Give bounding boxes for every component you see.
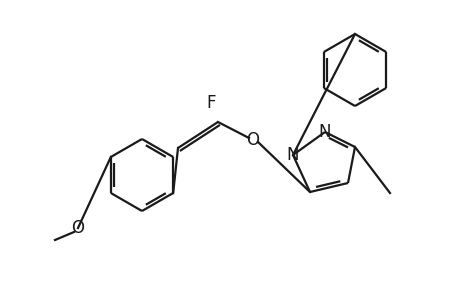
- Text: O: O: [246, 131, 259, 149]
- Text: N: N: [318, 123, 330, 141]
- Text: F: F: [206, 94, 215, 112]
- Text: O: O: [71, 219, 84, 237]
- Text: N: N: [286, 146, 299, 164]
